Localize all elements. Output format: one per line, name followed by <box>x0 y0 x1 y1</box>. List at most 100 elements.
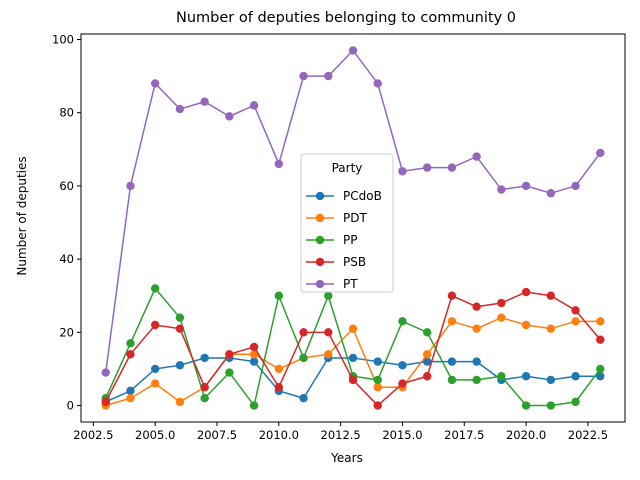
data-point-pt <box>299 71 308 81</box>
data-point-pdt <box>596 317 605 326</box>
data-point-pcdob <box>422 357 432 366</box>
data-point-psb <box>299 328 308 337</box>
data-point-pdt <box>546 324 556 333</box>
y-tick-label: 40 <box>59 252 74 266</box>
data-point-pdt <box>521 320 531 330</box>
data-point-pt <box>546 189 556 198</box>
data-point-pp <box>447 375 457 385</box>
legend-marker-pp <box>315 235 325 245</box>
data-point-pt <box>225 112 234 121</box>
legend-marker-pt <box>315 279 325 289</box>
data-point-pt <box>175 104 185 114</box>
data-point-pt <box>126 181 135 191</box>
data-point-pcdob <box>596 372 605 381</box>
data-point-pp <box>126 339 135 348</box>
data-point-pt <box>324 71 333 81</box>
x-tick-label: 2020.0 <box>506 428 546 442</box>
legend-label-pdt: PDT <box>343 211 367 225</box>
data-point-pcdob <box>200 353 209 363</box>
data-point-pp <box>472 375 481 385</box>
data-point-pt <box>472 152 481 161</box>
data-point-psb <box>200 383 209 392</box>
data-point-pt <box>398 167 407 176</box>
data-point-psb <box>101 397 110 407</box>
data-point-psb <box>546 291 556 300</box>
y-tick-label: 80 <box>59 106 74 120</box>
data-point-pdt <box>571 317 580 326</box>
data-point-psb <box>422 372 432 381</box>
legend-marker-psb <box>315 257 325 267</box>
data-point-pt <box>274 159 284 169</box>
data-point-pcdob <box>299 394 308 403</box>
data-point-pdt <box>348 324 358 333</box>
y-axis: 0 20 40 60 80 100 <box>52 32 81 413</box>
data-point-pcdob <box>447 357 457 366</box>
data-point-psb <box>348 375 358 385</box>
data-point-pcdob <box>472 357 481 366</box>
x-tick-label: 2010.0 <box>259 428 299 442</box>
data-point-pt <box>150 79 160 88</box>
data-point-psb <box>249 342 259 352</box>
legend-label-pp: PP <box>343 233 357 247</box>
legend: Party PCdoB PDT PP PSB PT <box>300 153 394 293</box>
data-point-psb <box>274 383 284 392</box>
data-point-psb <box>324 328 333 337</box>
data-point-pdt <box>422 350 432 359</box>
plot-area <box>80 33 626 423</box>
data-point-pp <box>596 364 605 374</box>
series-layer <box>101 46 605 410</box>
data-point-pcdob <box>571 372 580 381</box>
data-point-pdt <box>447 317 457 326</box>
data-point-pp <box>373 375 382 385</box>
data-point-pp <box>398 317 407 326</box>
data-point-pt <box>373 79 382 88</box>
data-point-pp <box>225 368 234 377</box>
data-point-psb <box>596 335 605 344</box>
data-point-pdt <box>497 313 506 322</box>
data-point-pt <box>497 185 506 194</box>
legend-label-psb: PSB <box>343 255 366 269</box>
data-point-psb <box>398 379 407 388</box>
y-tick-label: 60 <box>59 179 74 193</box>
x-tick-label: 2015.0 <box>382 428 422 442</box>
data-point-pp <box>497 372 506 381</box>
data-point-pp <box>422 328 432 337</box>
data-point-psb <box>225 350 234 359</box>
data-point-psb <box>175 324 185 333</box>
legend-label-pt: PT <box>343 277 358 291</box>
data-point-pp <box>324 291 333 300</box>
data-point-pdt <box>373 383 382 392</box>
legend-label-pcdob: PCdoB <box>343 189 382 203</box>
data-point-pt <box>596 148 605 158</box>
data-point-pcdob <box>126 386 135 396</box>
data-point-psb <box>150 320 160 330</box>
data-point-psb <box>126 350 135 359</box>
data-point-pdt <box>175 397 185 407</box>
data-point-pcdob <box>398 361 407 370</box>
data-point-pp <box>175 313 185 322</box>
y-tick-label: 20 <box>59 325 74 339</box>
y-tick-label: 0 <box>67 399 74 413</box>
data-point-pt <box>447 163 457 172</box>
data-point-pp <box>200 394 209 403</box>
data-point-psb <box>472 302 481 311</box>
data-point-pp <box>274 291 284 300</box>
data-point-pcdob <box>373 357 382 366</box>
chart-title: Number of deputies belonging to communit… <box>176 10 516 26</box>
data-point-pt <box>571 181 580 191</box>
data-point-pcdob <box>348 353 358 363</box>
data-point-pt <box>348 46 358 55</box>
legend-marker-pcdob <box>315 191 325 201</box>
data-point-pcdob <box>150 364 160 374</box>
data-point-pcdob <box>249 357 259 366</box>
data-point-pdt <box>126 394 135 403</box>
data-point-pdt <box>472 324 481 333</box>
legend-box <box>300 153 394 293</box>
x-tick-label: 2017.5 <box>444 428 484 442</box>
data-point-pcdob <box>175 361 185 370</box>
data-point-psb <box>497 298 506 308</box>
data-point-pt <box>249 101 259 110</box>
x-axis-label: Years <box>330 451 363 465</box>
legend-title: Party <box>332 161 363 175</box>
